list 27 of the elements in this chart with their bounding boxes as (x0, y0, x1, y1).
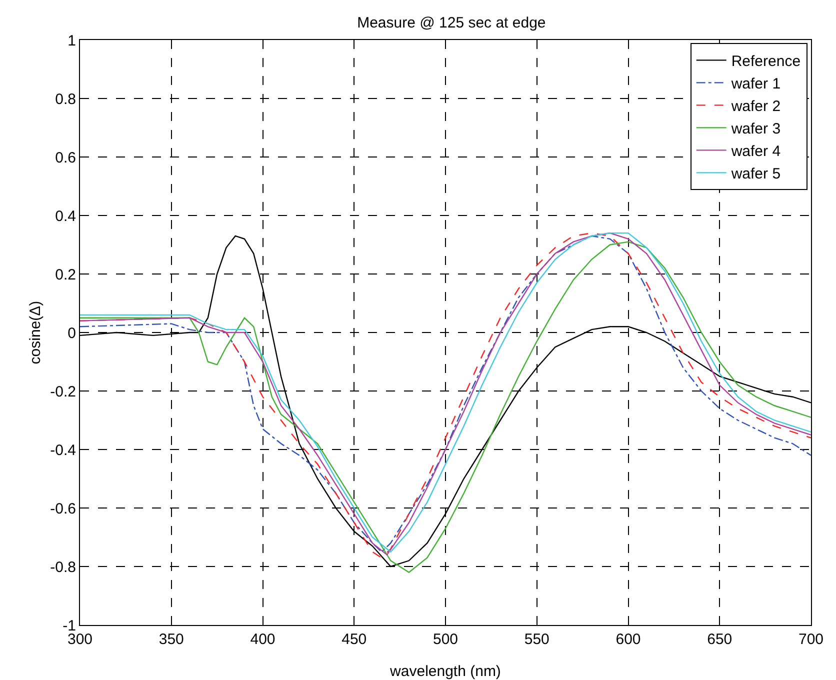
x-tick-label: 700 (798, 631, 824, 648)
x-tick-label: 550 (524, 631, 550, 648)
y-tick-label: 0.2 (55, 266, 76, 284)
y-tick-label: -0.2 (50, 383, 76, 400)
x-tick-label: 400 (250, 631, 276, 648)
legend-label: wafer 1 (730, 76, 781, 93)
y-tick-label: -0.8 (50, 558, 76, 576)
legend-label: wafer 5 (730, 166, 781, 183)
y-tick-label: -0.4 (50, 442, 76, 459)
legend-label: Reference (731, 53, 801, 70)
y-tick-label: 0 (68, 324, 76, 342)
x-tick-label: 600 (616, 631, 641, 648)
x-tick-label: 650 (707, 631, 732, 648)
y-tick-label: 1 (68, 32, 76, 50)
legend-label: wafer 3 (730, 120, 781, 138)
x-tick-label: 350 (158, 631, 184, 648)
x-tick-label: 500 (432, 631, 458, 648)
y-tick-label: -0.6 (50, 500, 76, 518)
y-tick-label: 0.8 (55, 90, 76, 108)
y-tick-label: 0.4 (55, 208, 76, 225)
x-tick-label: 450 (342, 631, 367, 648)
legend-label: wafer 2 (730, 98, 781, 116)
chart-title: Measure @ 125 sec at edge (357, 14, 546, 32)
y-tick-label: 0.6 (55, 149, 76, 166)
legend-label: wafer 4 (730, 143, 781, 160)
x-axis-title: wavelength (nm) (389, 663, 501, 680)
y-axis-title: cosine(Δ) (27, 300, 44, 364)
